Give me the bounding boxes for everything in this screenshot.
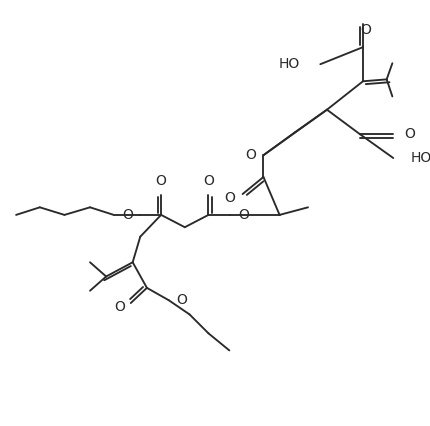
Text: O: O <box>360 23 371 37</box>
Text: O: O <box>238 208 249 222</box>
Text: O: O <box>156 174 166 188</box>
Text: O: O <box>122 208 133 222</box>
Text: O: O <box>114 300 125 314</box>
Text: O: O <box>245 148 256 162</box>
Text: O: O <box>224 191 235 205</box>
Text: HO: HO <box>410 151 430 165</box>
Text: O: O <box>203 174 214 188</box>
Text: O: O <box>176 293 187 307</box>
Text: HO: HO <box>278 57 299 71</box>
Text: O: O <box>405 127 415 141</box>
